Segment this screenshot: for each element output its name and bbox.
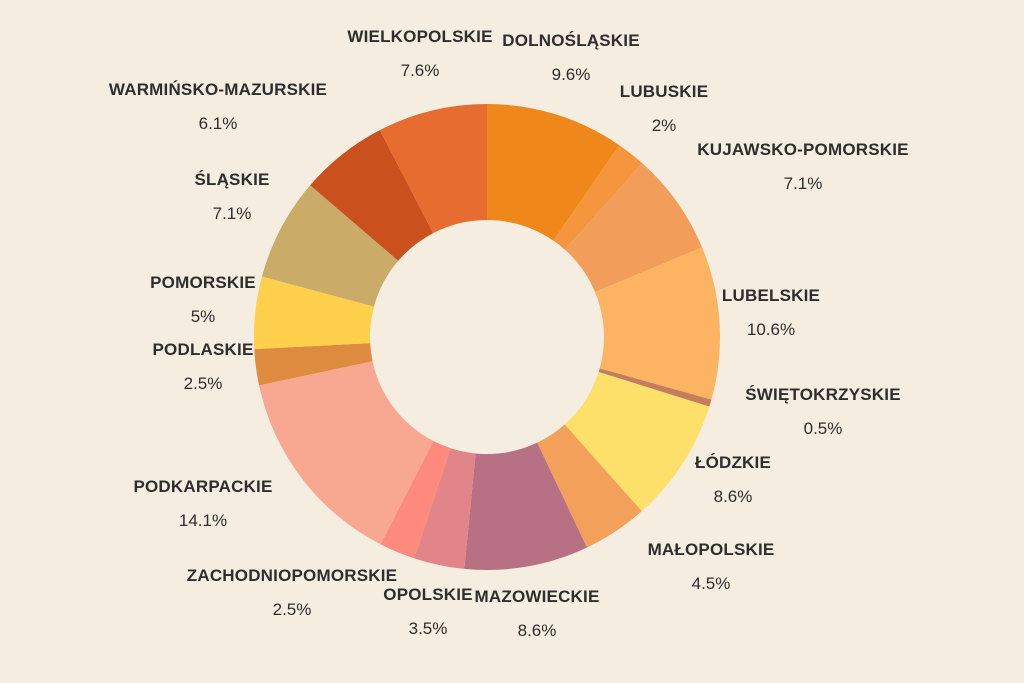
slice-value-label: 7.1% [784,174,823,193]
slice-labels: DOLNOŚLĄSKIE 9.6% LUBUSKIE 2% KUJAWSKO-POMOR… [109,27,909,640]
slice-value-label: 4.5% [692,574,731,593]
slice-value-label: 2.5% [184,374,223,393]
slice-label: WARMIŃSKO-MAZURSKIE [109,80,327,99]
slice-label: MAZOWIECKIE [475,587,600,606]
slice-value-label: 14.1% [179,511,227,530]
slice-lubelskie [595,247,720,400]
slice-wielkopolskie [379,104,487,234]
slice-podkarpackie [259,361,434,545]
slice-label: WIELKOPOLSKIE [347,27,492,46]
slice-label: ŁÓDZKIE [695,453,771,472]
slice-value-label: 7.1% [213,204,252,223]
slice-label: PODKARPACKIE [133,477,272,496]
slice-pomorskie [254,276,375,350]
slice-małopolskie [537,424,642,548]
slice-value-label: 5% [191,307,216,326]
slice-label: POMORSKIE [150,273,256,292]
slice-label: ZACHODNIOPOMORSKIE [187,566,397,585]
slice-podlaskie [254,343,373,386]
slice-śląskie [261,185,399,307]
slice-label: LUBELSKIE [722,286,820,305]
slice-value-label: 6.1% [199,114,238,133]
donut-slices [254,104,720,570]
slice-value-label: 9.6% [552,65,591,84]
slice-value-label: 8.6% [714,487,753,506]
slice-value-label: 7.6% [401,61,440,80]
slice-value-label: 2% [652,116,677,135]
slice-label: MAŁOPOLSKIE [648,540,775,559]
slice-value-label: 2.5% [273,600,312,619]
slice-mazowieckie [464,442,587,570]
slice-zachodniopomorskie [380,441,451,559]
slice-label: ŚLĄSKIE [194,170,269,189]
slice-kujawsko-pomorskie [564,163,703,293]
slice-lubuskie [553,145,643,250]
slice-value-label: 3.5% [409,619,448,638]
slice-value-label: 10.6% [747,320,795,339]
slice-dolnośląskie [487,104,620,241]
slice-opolskie [414,448,476,569]
slice-label: KUJAWSKO-POMORSKIE [697,140,908,159]
slice-label: OPOLSKIE [383,585,472,604]
slice-warmińsko-mazurskie [310,130,434,261]
slice-value-label: 0.5% [804,419,843,438]
slice-łódzkie [564,371,710,512]
slice-label: ŚWIĘTOKRZYSKIE [745,385,901,404]
slice-świętokrzyskie [598,368,712,407]
slice-value-label: 8.6% [518,621,557,640]
slice-label: LUBUSKIE [620,82,709,101]
slice-label: DOLNOŚLĄSKIE [502,31,639,50]
slice-label: PODLASKIE [153,340,254,359]
